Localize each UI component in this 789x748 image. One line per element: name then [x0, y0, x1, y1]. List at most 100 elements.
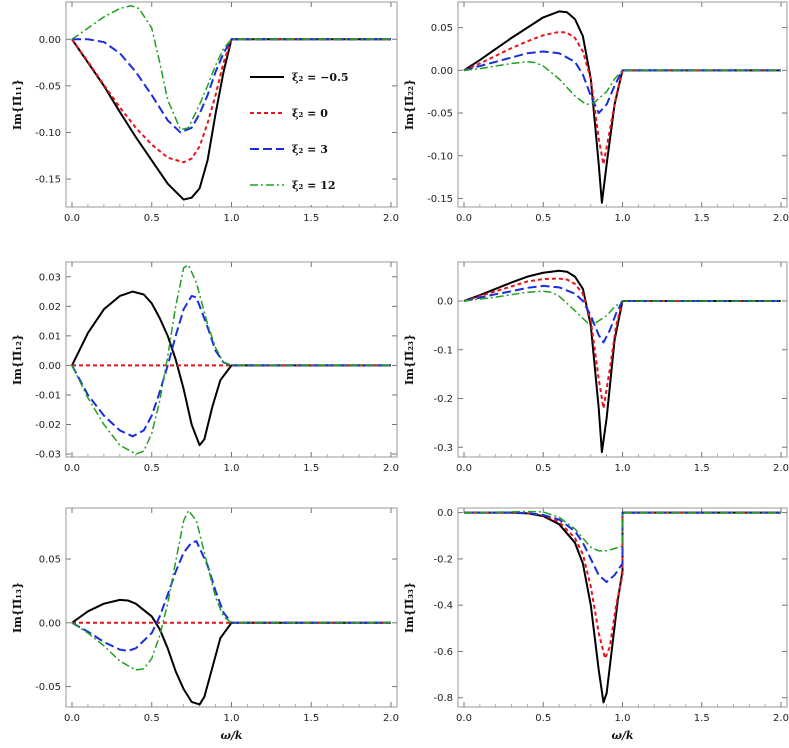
x-tick-label: 1.5 — [303, 713, 319, 724]
x-tick-label: 0.5 — [144, 463, 160, 474]
series-line-3 — [464, 511, 781, 584]
x-tick-label: 0.5 — [535, 463, 551, 474]
y-tick-label: -0.02 — [35, 420, 61, 431]
legend-entry-1: ξ₂ = −0.5 — [292, 71, 349, 84]
y-tick-label: 0.03 — [39, 272, 61, 283]
x-tick-label: 1.5 — [303, 213, 319, 224]
x-tick-label: 0.0 — [64, 213, 80, 224]
y-tick-label: 0.00 — [39, 361, 61, 372]
x-tick-label: 0.0 — [456, 463, 472, 474]
x-tick-label: 2.0 — [383, 463, 399, 474]
plot-frame — [65, 507, 398, 708]
series-line-4 — [463, 290, 781, 324]
y-tick-label: 0.00 — [431, 66, 453, 77]
x-tick-label: 2.0 — [773, 463, 789, 474]
y-tick-label: 0.00 — [39, 35, 61, 46]
legend-entry-2: ξ₂ = 0 — [292, 107, 328, 120]
y-tick-label: -0.4 — [433, 601, 453, 612]
series-line-1 — [463, 10, 781, 204]
x-tick-label: 1.0 — [224, 213, 240, 224]
chart-panel-2: 0.0 0.5 1.0 1.5 2.0 0.05 0.00 -0.05 -0.10 -0.15 Im… — [403, 1, 789, 224]
y-tick-label: -0.01 — [35, 390, 61, 401]
x-tick-label: 1.0 — [615, 213, 631, 224]
x-tick-label: 1.5 — [694, 713, 710, 724]
x-tick-label: 0.0 — [64, 713, 80, 724]
series-line-1 — [71, 38, 391, 201]
x-tick-label: 1.5 — [303, 463, 319, 474]
y-tick-label: -0.05 — [427, 109, 453, 120]
plot-frame — [65, 261, 398, 458]
x-tick-label: 0.5 — [535, 713, 551, 724]
x-tick-label: 0.5 — [535, 213, 551, 224]
x-tick-label: 2.0 — [383, 713, 399, 724]
chart-panel-5: 0.0 0.5 1.0 1.5 2.0 0.05 0.00 -0.05 Im{Π̃₁₃} ω/k — [11, 507, 399, 742]
series-line-2 — [463, 277, 781, 410]
y-tick-label: -0.10 — [35, 128, 61, 139]
y-axis-label: Im{Π̃₂₃} — [403, 334, 416, 385]
series-line-3 — [72, 38, 391, 134]
y-tick-label: -0.6 — [433, 647, 453, 658]
series-line-3 — [71, 294, 391, 438]
legend-entry-3: ξ₂ = 3 — [292, 143, 328, 156]
y-tick-label: -0.03 — [35, 450, 61, 461]
legend: ξ₂ = −0.5 ξ₂ = 0 ξ₂ = 3 ξ₂ = 12 — [240, 55, 349, 205]
series-line-4 — [71, 264, 391, 455]
y-axis-label: Im{Π̃₁₁} — [11, 79, 24, 130]
y-tick-label: -0.05 — [35, 682, 61, 693]
x-tick-label: 0.0 — [456, 713, 472, 724]
series-line-4 — [71, 509, 391, 671]
legend-entry-4: ξ₂ = 12 — [292, 179, 336, 192]
y-tick-label: 0.0 — [437, 297, 453, 308]
x-tick-label: 2.0 — [773, 213, 789, 224]
chart-panel-3: 0.0 0.5 1.0 1.5 2.0 0.03 0.02 0.01 0.00 -0.01 -0.0… — [11, 261, 399, 474]
x-tick-label: 1.5 — [694, 213, 710, 224]
y-tick-label: 0.01 — [39, 331, 61, 342]
x-tick-label: 0.5 — [144, 213, 160, 224]
chart-panel-6: 0.0 0.5 1.0 1.5 2.0 0.0 -0.2 -0.4 -0.6 -0.8 Im{Π̃₃… — [403, 507, 789, 742]
x-tick-label: 1.0 — [615, 463, 631, 474]
x-tick-label: 1.0 — [224, 463, 240, 474]
series-line-3 — [463, 50, 781, 115]
x-tick-label: 0.0 — [456, 213, 472, 224]
y-tick-label: 0.00 — [39, 618, 61, 629]
y-axis-label: Im{Π̃₃₃} — [403, 582, 416, 633]
x-tick-label: 1.5 — [694, 463, 710, 474]
y-tick-label: -0.15 — [35, 175, 61, 186]
y-tick-label: 0.02 — [39, 302, 61, 313]
x-tick-label: 0.0 — [64, 463, 80, 474]
y-tick-label: -0.15 — [427, 194, 453, 205]
y-tick-label: 0.05 — [39, 555, 61, 566]
plot-frame — [457, 1, 788, 208]
y-tick-label: 0.05 — [431, 23, 453, 34]
series-line-4 — [463, 61, 781, 106]
y-axis-label: Im{Π̃₁₂} — [11, 334, 24, 385]
x-tick-label: 0.5 — [144, 713, 160, 724]
y-tick-label: 0.0 — [437, 508, 453, 519]
x-tick-label: 2.0 — [773, 713, 789, 724]
chart-panel-1: 0.0 0.5 1.0 1.5 2.0 0.00 -0.05 -0.10 -0.15 Im{Π̃₁… — [11, 1, 399, 224]
y-tick-label: -0.1 — [433, 345, 453, 356]
series-line-1 — [71, 598, 391, 706]
series-line-4 — [71, 4, 391, 131]
x-tick-label: 1.0 — [224, 713, 240, 724]
y-tick-label: -0.3 — [433, 443, 453, 454]
legend-box — [240, 55, 348, 205]
y-axis-label: Im{Π̃₂₂} — [403, 79, 416, 130]
y-tick-label: -0.2 — [433, 394, 453, 405]
series-line-2 — [464, 511, 781, 660]
x-axis-label: ω/k — [220, 729, 242, 742]
x-tick-label: 2.0 — [383, 213, 399, 224]
x-tick-label: 1.0 — [615, 713, 631, 724]
y-tick-label: -0.8 — [433, 693, 453, 704]
chart-panel-4: 0.0 0.5 1.0 1.5 2.0 0.0 -0.1 -0.2 -0.3 Im{Π̃₂₃} — [403, 261, 789, 474]
series-line-2 — [463, 30, 781, 166]
y-axis-label: Im{Π̃₁₃} — [11, 582, 24, 633]
series-line-2 — [71, 38, 391, 164]
y-tick-label: -0.05 — [35, 81, 61, 92]
series-line-1 — [463, 269, 781, 454]
y-tick-label: -0.10 — [427, 151, 453, 162]
series-line-3 — [463, 284, 781, 344]
x-axis-label: ω/k — [611, 729, 633, 742]
y-tick-label: -0.2 — [433, 554, 453, 565]
